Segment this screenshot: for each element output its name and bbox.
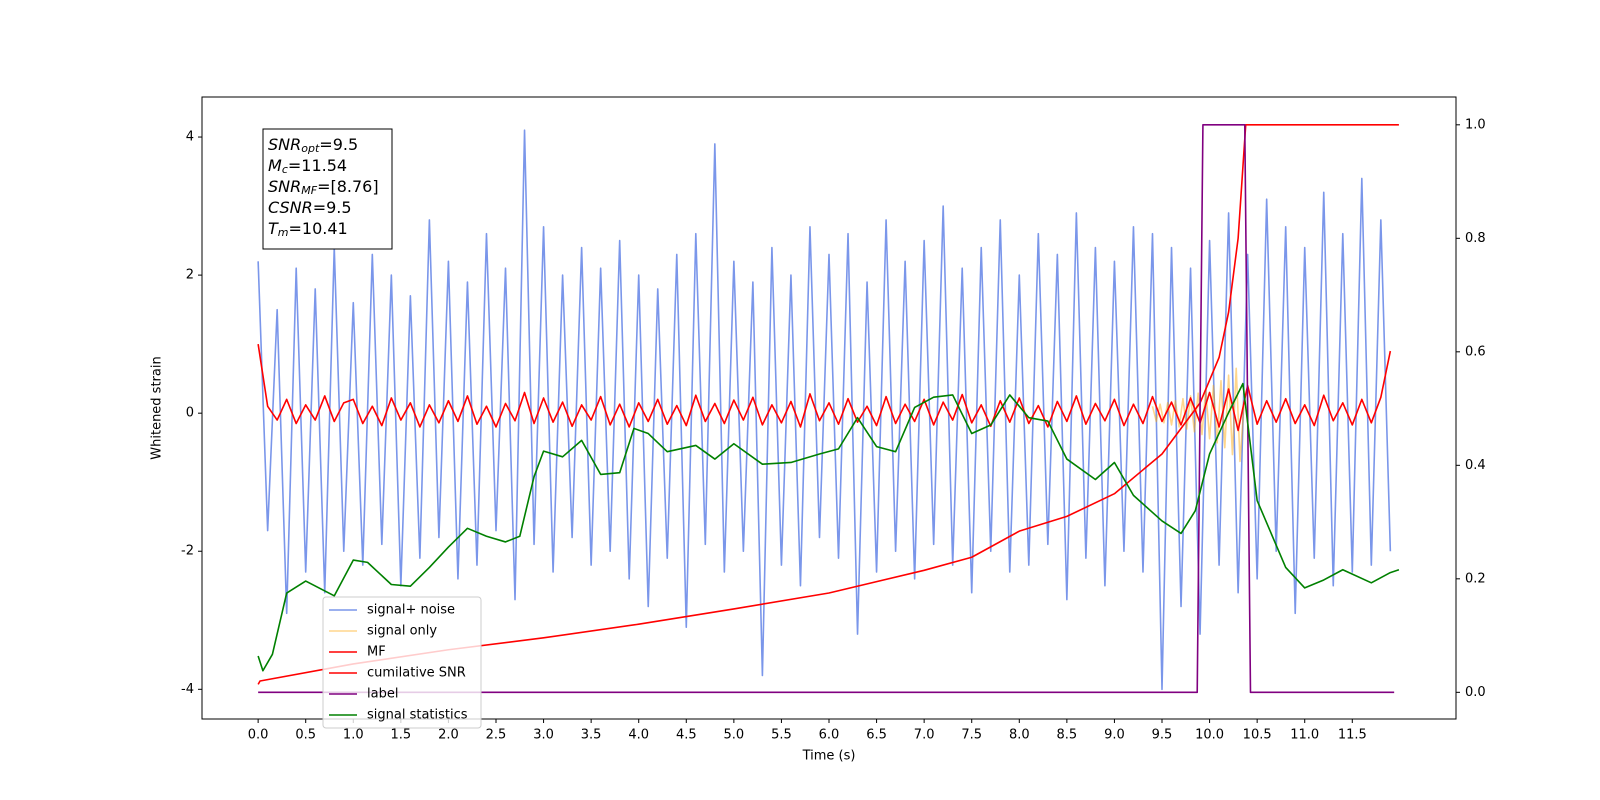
info-symbol: SNR <box>268 177 301 196</box>
x-tick-label: 9.5 <box>1152 728 1173 743</box>
x-tick-label: 1.5 <box>391 728 412 743</box>
info-symbol: CSNR <box>268 198 313 217</box>
x-tick-label: 9.0 <box>1104 728 1125 743</box>
y-axis-label: Whitened strain <box>150 356 165 459</box>
x-tick-label: 1.0 <box>343 728 364 743</box>
x-tick-label: 4.0 <box>628 728 649 743</box>
legend: signal+ noise signal only MF cumilative SNR… <box>322 596 482 729</box>
y-tick-label: 2 <box>186 268 194 283</box>
info-line: Mc=11.54 <box>268 156 347 177</box>
y-tick-label: -4 <box>181 682 194 697</box>
x-tick-label: 11.0 <box>1290 728 1319 743</box>
x-tick-label: 10.5 <box>1243 728 1272 743</box>
x-tick-label: 6.5 <box>866 728 887 743</box>
y2-tick-label: 0.0 <box>1465 685 1486 700</box>
legend-label: label <box>367 687 398 702</box>
legend-label: signal only <box>367 624 437 639</box>
info-symbol: M <box>268 156 282 175</box>
info-value: =9.5 <box>319 135 358 154</box>
x-tick-label: 4.5 <box>676 728 697 743</box>
y2-tick-label: 0.6 <box>1465 344 1486 359</box>
x-axis-label: Time (s) <box>802 749 856 764</box>
info-value: =10.41 <box>289 219 348 238</box>
info-subscript: c <box>282 163 288 176</box>
info-value: =[8.76] <box>317 177 379 196</box>
legend-label: cumilative SNR <box>367 666 466 681</box>
x-tick-label: 5.0 <box>724 728 745 743</box>
series-line <box>257 344 1392 432</box>
legend-label: signal statistics <box>367 708 468 723</box>
x-tick-label: 5.5 <box>771 728 792 743</box>
y2-tick-label: 0.8 <box>1465 231 1486 246</box>
info-subscript: opt <box>301 142 320 155</box>
legend-frame <box>322 596 482 729</box>
x-tick-label: 3.0 <box>533 728 554 743</box>
x-tick-label: 10.0 <box>1195 728 1224 743</box>
x-tick-label: 3.5 <box>581 728 602 743</box>
x-tick-label: 2.5 <box>486 728 507 743</box>
info-box: SNRopt=9.5Mc=11.54SNRMF=[8.76]CSNR=9.5Tm… <box>262 128 393 250</box>
info-value: =11.54 <box>288 156 347 175</box>
y-tick-label: 0 <box>186 406 194 421</box>
y2-tick-label: 0.2 <box>1465 571 1486 586</box>
info-box-frame <box>262 128 393 250</box>
info-line: SNRMF=[8.76] <box>268 177 379 198</box>
x-tick-label: 8.0 <box>1009 728 1030 743</box>
series-line <box>257 129 1392 691</box>
info-symbol: T <box>268 219 279 238</box>
y-tick-label: 4 <box>186 130 194 145</box>
x-tick-label: 0.0 <box>248 728 269 743</box>
series-line <box>1151 367 1245 463</box>
y-tick-label: -2 <box>181 544 194 559</box>
info-subscript: m <box>278 226 289 239</box>
series-line <box>258 124 1395 694</box>
info-value: =9.5 <box>313 198 352 217</box>
info-line: SNRopt=9.5 <box>268 135 358 156</box>
series-line <box>257 382 1400 672</box>
x-tick-label: 7.0 <box>914 728 935 743</box>
x-tick-label: 6.0 <box>819 728 840 743</box>
y2-tick-label: 0.4 <box>1465 458 1486 473</box>
info-symbol: SNR <box>268 135 301 154</box>
legend-label: signal+ noise <box>367 603 455 618</box>
x-tick-label: 2.0 <box>438 728 459 743</box>
x-tick-label: 7.5 <box>961 728 982 743</box>
info-line: CSNR=9.5 <box>268 198 352 217</box>
info-subscript: MF <box>301 184 317 197</box>
info-line: Tm=10.41 <box>268 219 348 240</box>
x-tick-label: 8.5 <box>1057 728 1078 743</box>
x-tick-label: 0.5 <box>295 728 316 743</box>
x-tick-label: 11.5 <box>1338 728 1367 743</box>
legend-label: MF <box>367 645 386 660</box>
y2-tick-label: 1.0 <box>1465 117 1486 132</box>
